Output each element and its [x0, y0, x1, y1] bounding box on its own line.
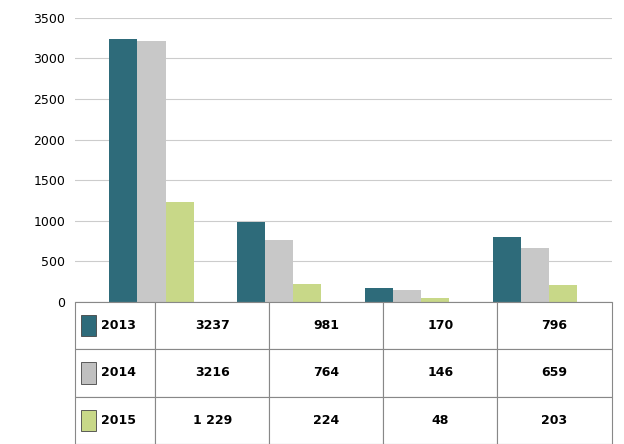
Text: 764: 764 [313, 366, 339, 380]
Bar [549, 285, 577, 302]
Bar [155, 349, 270, 396]
Bar [497, 302, 612, 349]
Text: 170: 170 [427, 319, 454, 332]
Text: 146: 146 [427, 366, 454, 380]
Bar [521, 248, 549, 302]
Bar [383, 396, 497, 444]
Bar [393, 290, 421, 302]
Text: 796: 796 [542, 319, 567, 332]
Bar [155, 302, 270, 349]
Bar [81, 315, 96, 336]
Bar [137, 41, 165, 302]
Bar [383, 349, 497, 396]
Bar [237, 222, 265, 302]
Bar [270, 349, 383, 396]
Bar [75, 349, 155, 396]
Bar [81, 362, 96, 384]
Text: 203: 203 [542, 414, 568, 427]
Text: 3237: 3237 [195, 319, 230, 332]
Bar [155, 396, 270, 444]
Bar [293, 284, 321, 302]
Bar [109, 39, 137, 302]
Bar [497, 396, 612, 444]
Bar [365, 288, 393, 302]
Text: 1 229: 1 229 [193, 414, 232, 427]
Bar [421, 298, 449, 302]
Bar [265, 240, 293, 302]
Bar [493, 237, 521, 302]
Text: 659: 659 [542, 366, 567, 380]
Bar [270, 396, 383, 444]
Text: 981: 981 [313, 319, 339, 332]
Text: 48: 48 [432, 414, 449, 427]
Text: 224: 224 [313, 414, 339, 427]
Bar [497, 349, 612, 396]
Bar [383, 302, 497, 349]
Bar [75, 396, 155, 444]
Text: 2014: 2014 [100, 366, 135, 380]
Text: 2015: 2015 [100, 414, 135, 427]
Text: 3216: 3216 [195, 366, 230, 380]
Bar [165, 202, 193, 302]
Bar [270, 302, 383, 349]
Bar [75, 302, 155, 349]
Bar [81, 410, 96, 431]
Text: 2013: 2013 [100, 319, 135, 332]
